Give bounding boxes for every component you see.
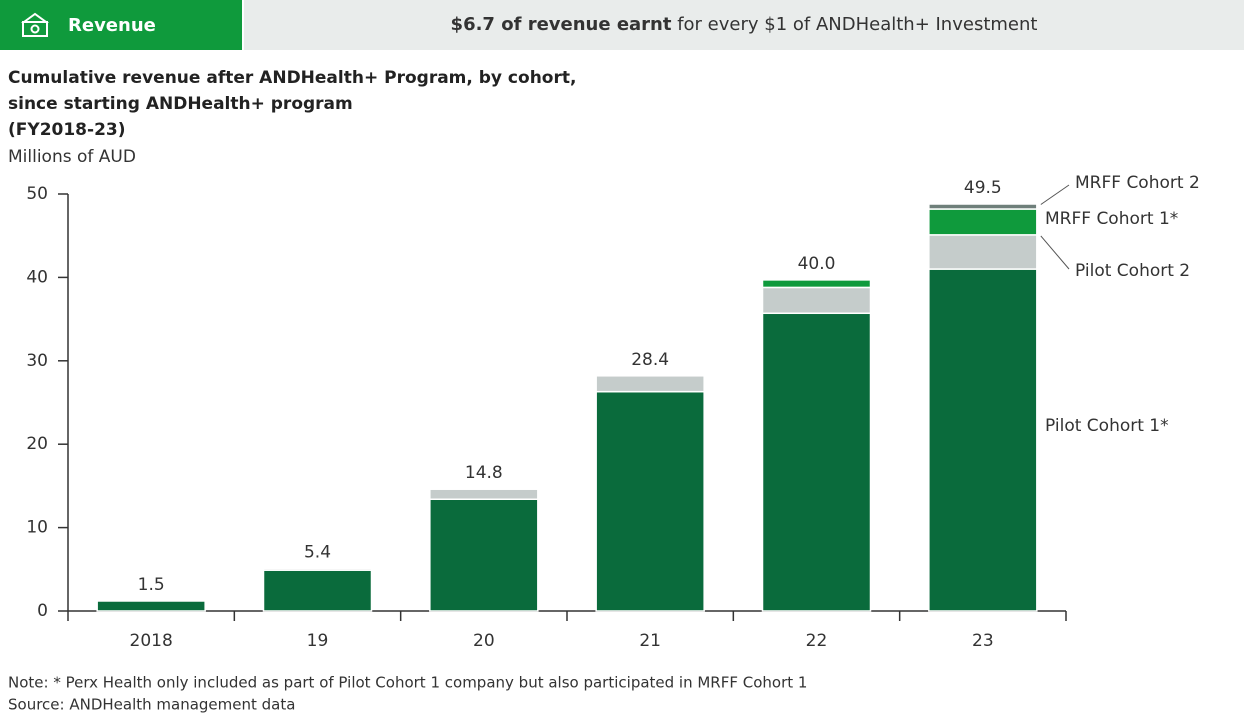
icon <box>20 12 50 37</box>
source: Source: ANDHealth management data <box>8 696 295 713</box>
x-tick-label: 19 <box>307 631 329 651</box>
banner-sub: for every $1 of ANDHealth+ Investment <box>677 14 1038 35</box>
chart-title: Cumulative revenue after ANDHealth+ Prog… <box>8 68 576 88</box>
total-label: 28.4 <box>631 350 669 370</box>
legend-label: Pilot Cohort 2 <box>1075 261 1190 281</box>
note: Note: * Perx Health only included as par… <box>8 674 807 692</box>
chart-title: (FY2018-23) <box>8 120 126 140</box>
legend-label: Pilot Cohort 1* <box>1045 416 1169 436</box>
bar-segment <box>595 375 705 393</box>
y-tick-label: 50 <box>26 184 48 204</box>
bar-segment <box>761 279 872 289</box>
subtitle: Millions of AUD <box>8 147 136 167</box>
banner-highlight: $6.7 of revenue earnt <box>450 14 672 35</box>
total-label: 49.5 <box>964 178 1002 198</box>
y-tick-label: 20 <box>26 434 48 454</box>
y-tick-label: 40 <box>26 267 48 287</box>
leader-line <box>1040 184 1070 205</box>
total-label: 14.8 <box>465 463 503 483</box>
bar-segment <box>761 312 872 612</box>
x-tick-label: 21 <box>639 631 661 651</box>
y-tick-label: 0 <box>37 601 48 621</box>
banner-label: Revenue <box>0 0 242 50</box>
legend-label: MRFF Cohort 1* <box>1045 209 1178 229</box>
banner-text: $6.7 of revenue earnt for every $1 of AN… <box>244 0 1244 50</box>
bar-segment <box>928 208 1038 236</box>
legend-label: MRFF Cohort 2 <box>1075 173 1200 193</box>
total-label: 1.5 <box>138 575 165 595</box>
total-label: 40.0 <box>798 254 836 274</box>
leader-line <box>1040 235 1070 270</box>
y-tick-label: 30 <box>26 351 48 371</box>
chart-title: since starting ANDHealth+ program <box>8 94 353 114</box>
bar-segment <box>928 268 1038 612</box>
bar-segment <box>761 286 872 315</box>
banner-label-text: Revenue <box>68 15 156 36</box>
y-tick-label: 10 <box>26 518 48 538</box>
bar-segment <box>262 569 373 612</box>
total-label: 5.4 <box>304 542 331 562</box>
x-tick-label: 20 <box>473 631 495 651</box>
bar-segment <box>429 498 539 612</box>
x-tick-label: 2018 <box>130 631 173 651</box>
bar-segment <box>429 488 539 500</box>
bar-segment <box>928 203 1038 210</box>
bar-segment <box>595 390 705 612</box>
bar-segment <box>96 600 206 612</box>
bar-segment <box>928 234 1038 270</box>
bar-segment <box>262 567 373 571</box>
x-tick-label: 23 <box>972 631 994 651</box>
x-tick-label: 22 <box>806 631 828 651</box>
